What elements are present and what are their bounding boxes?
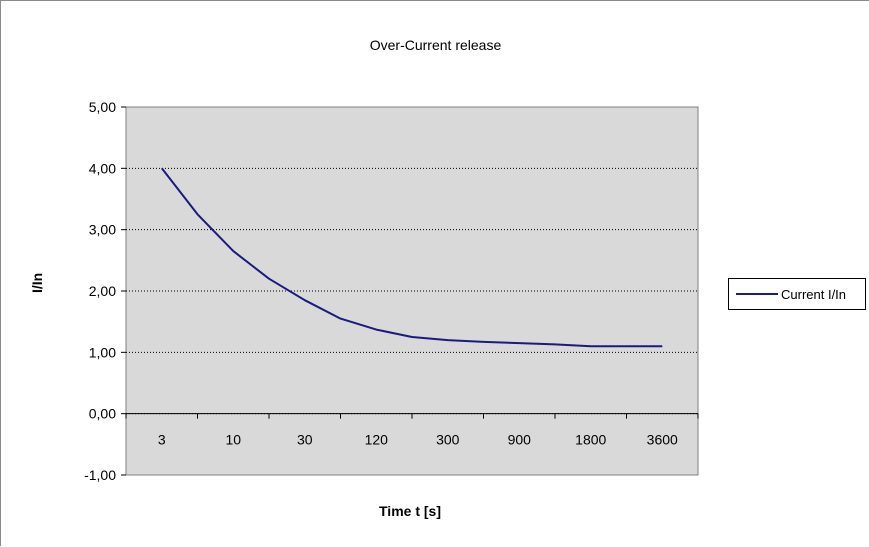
y-tick-label: 5,00: [89, 99, 116, 115]
y-tick-label: -1,00: [84, 467, 116, 483]
series-line-current: [161, 167, 663, 348]
x-tick-label: 10: [225, 432, 241, 448]
x-tick-label: 300: [436, 432, 460, 448]
x-tick-label: 1800: [575, 432, 606, 448]
x-axis-label: Time t [s]: [379, 503, 441, 519]
y-tick-label: 3,00: [89, 222, 116, 238]
y-tick-label: 2,00: [89, 283, 116, 299]
series-group: [161, 167, 663, 348]
x-tick-label: 30: [297, 432, 313, 448]
x-tick-label: 900: [508, 432, 532, 448]
chart-title: Over-Current release: [369, 37, 502, 53]
y-tick-label: 4,00: [89, 160, 116, 176]
x-tick-label: 120: [365, 432, 389, 448]
legend: Current I/In: [728, 278, 866, 310]
legend-swatch-current: [736, 293, 778, 295]
y-tick-label: 1,00: [89, 344, 116, 360]
y-axis-label: I/In: [29, 272, 45, 293]
x-ticks: 3 10 30 120 300 900 1800 3600: [125, 413, 699, 448]
x-tick-label: 3: [158, 432, 166, 448]
legend-label-current: Current I/In: [781, 286, 847, 302]
y-tick-label: 0,00: [89, 406, 116, 422]
x-tick-label: 3600: [647, 432, 678, 448]
y-ticks: 5,00 4,00 3,00 2,00 1,00 0,00 -1,00: [84, 99, 126, 483]
